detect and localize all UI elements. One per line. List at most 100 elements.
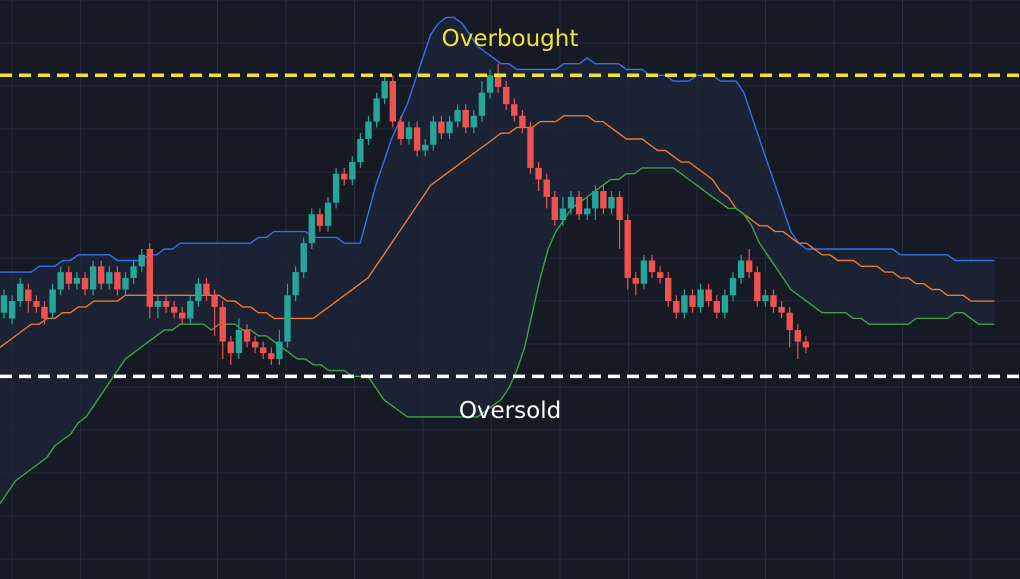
candle <box>503 81 510 111</box>
candle-body <box>413 127 421 151</box>
candle-body <box>737 260 745 278</box>
candle <box>251 335 259 354</box>
candle <box>446 115 453 139</box>
candle-body <box>478 92 486 116</box>
candle <box>729 272 737 302</box>
candle <box>389 75 396 128</box>
candle <box>786 306 793 348</box>
candle <box>235 318 243 359</box>
candle-body <box>179 312 186 319</box>
candle-body <box>462 110 469 128</box>
candle <box>381 75 388 105</box>
candle <box>227 335 234 365</box>
candle-body <box>41 306 48 319</box>
candle-body <box>470 115 477 128</box>
candle-body <box>187 301 194 319</box>
upper-band-line <box>0 16 995 273</box>
candle <box>681 289 688 319</box>
candle-body <box>227 341 234 354</box>
candle <box>527 121 534 174</box>
overbought-label: Overbought <box>441 26 579 52</box>
candle <box>146 243 153 319</box>
candle <box>584 196 591 221</box>
candle <box>373 92 380 128</box>
candle <box>365 115 372 145</box>
candle <box>430 115 437 151</box>
candle <box>284 283 291 348</box>
candle-body <box>98 266 105 284</box>
candle-body <box>754 272 761 302</box>
candle <box>0 289 8 319</box>
candle-body <box>138 254 145 267</box>
candle <box>737 254 745 284</box>
candle-body <box>146 248 153 307</box>
candle <box>454 104 461 128</box>
candle-body <box>656 272 664 278</box>
candle-body <box>422 144 429 151</box>
candle-body <box>494 75 502 87</box>
candle <box>397 115 405 145</box>
candle <box>567 191 575 215</box>
candle <box>543 173 550 209</box>
candle <box>81 272 89 296</box>
candle-body <box>778 306 785 313</box>
candle-body <box>405 127 413 139</box>
candle <box>332 167 340 209</box>
candle <box>422 138 429 157</box>
candle-body <box>0 295 8 313</box>
candle-body <box>713 301 720 313</box>
candle-body <box>632 277 639 284</box>
oversold-label: Oversold <box>458 398 562 424</box>
candle <box>130 260 137 284</box>
candle-body <box>195 283 202 302</box>
candle-body <box>268 353 275 359</box>
candle <box>187 295 194 325</box>
candle <box>794 324 801 359</box>
candle-body <box>673 301 680 313</box>
candle-body <box>616 196 623 221</box>
candle-body <box>89 266 97 290</box>
candle <box>268 347 275 365</box>
candle-body <box>211 295 218 307</box>
candle <box>89 260 97 296</box>
candle-body <box>349 162 356 180</box>
candle <box>17 277 24 307</box>
candle-body <box>584 208 591 215</box>
candle <box>697 283 704 313</box>
candle <box>673 295 680 319</box>
candle <box>511 98 518 122</box>
candle-body <box>300 243 307 273</box>
candle-body <box>762 295 769 302</box>
candle-body <box>65 272 72 284</box>
candle-body <box>486 75 494 93</box>
candle <box>478 81 486 122</box>
candle <box>665 272 672 307</box>
candle-body <box>308 214 315 244</box>
candle <box>260 341 267 359</box>
candle-body <box>665 277 672 302</box>
candle-body <box>25 289 32 302</box>
candle <box>689 289 696 313</box>
candle-body <box>721 295 729 313</box>
candle-body <box>511 104 518 116</box>
candle <box>754 266 761 307</box>
candle <box>25 283 32 313</box>
candle-body <box>729 277 737 296</box>
candle-body <box>284 295 291 342</box>
candle <box>316 208 324 232</box>
candle-body <box>357 138 364 163</box>
candle <box>648 254 656 278</box>
candle <box>276 330 283 365</box>
candle <box>462 104 469 134</box>
candle-body <box>681 295 688 313</box>
candle <box>65 266 72 290</box>
candle-body <box>219 306 226 342</box>
candle <box>575 191 583 221</box>
candle-body <box>559 208 567 221</box>
candle <box>624 214 631 290</box>
candle <box>535 162 542 192</box>
candle-body <box>446 121 453 134</box>
bollinger-bands <box>0 16 995 505</box>
candle-body <box>170 306 178 313</box>
candle-body <box>235 330 243 354</box>
